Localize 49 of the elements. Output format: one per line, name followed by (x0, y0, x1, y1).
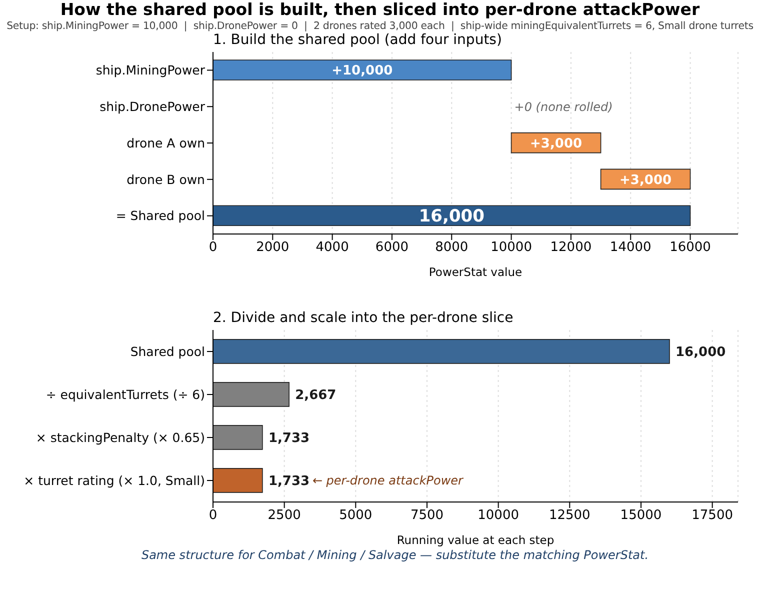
x-tick-label: 8000 (435, 240, 468, 256)
x-axis-title: PowerStat value (428, 265, 522, 279)
x-tick-label: 0 (208, 508, 218, 524)
x-tick-label: 6000 (375, 240, 409, 256)
data-label: +3,000 (620, 172, 672, 188)
text: Same structure for Combat / Mining / Salvage — substitute the matching PowerStat. (140, 548, 650, 562)
data-label: +10,000 (332, 64, 393, 79)
text: 1. Build the shared pool (add four inputs) (213, 32, 503, 48)
x-tick-label: 12500 (548, 508, 590, 524)
data-label: 1,733 (268, 474, 310, 490)
bar (213, 339, 670, 364)
bar (213, 382, 290, 407)
x-tick-label: 15000 (620, 508, 662, 524)
chart-title: 2. Divide and scale into the per-drone slice (213, 310, 514, 326)
bar (213, 60, 512, 80)
bar (213, 205, 691, 226)
x-tick-label: 17500 (692, 508, 733, 524)
x-tick-label: 4000 (316, 240, 349, 256)
y-tick-label: drone A own (126, 135, 205, 150)
chart-subtitle: Setup: ship.MiningPower = 10,000 | ship.DronePower = 0 | 2 drones rated 3,000 each | ship-wide miningEquivalentTurrets = 6, Small drone turrets (6, 21, 754, 32)
annotation: +0 (none rolled) (514, 100, 613, 114)
bar (213, 425, 263, 450)
y-tick-label: Shared pool (130, 344, 205, 359)
data-label: 2,667 (295, 388, 336, 404)
x-tick-label: 14000 (610, 240, 652, 256)
y-tick-label: ship.DronePower (100, 99, 206, 114)
x-tick-label: 2000 (256, 240, 290, 256)
x-tick-label: 12000 (550, 240, 592, 256)
y-tick-label: × stackingPenalty (× 0.65) (36, 430, 205, 445)
data-label: 16,000 (676, 345, 726, 360)
y-tick-label: ship.MiningPower (96, 62, 206, 78)
x-tick-label: 0 (208, 240, 218, 256)
x-tick-label: 7500 (410, 508, 444, 524)
data-label: +3,000 (530, 136, 582, 152)
x-tick-label: 10000 (478, 508, 520, 524)
x-tick-label: 2500 (268, 508, 301, 524)
x-tick-label: 5000 (339, 508, 372, 524)
x-tick-label: 10000 (490, 240, 532, 256)
y-tick-label: drone B own (126, 172, 205, 187)
bar (213, 468, 263, 493)
chart-title: How the shared pool is built, then sliced into per-drone attackPower (59, 0, 701, 19)
annotation: ← per-drone attackPower (312, 474, 464, 488)
y-tick-label: = Shared pool (116, 208, 205, 224)
x-tick-label: 16000 (670, 240, 711, 256)
data-label: 16,000 (418, 206, 485, 227)
y-tick-label: × turret rating (× 1.0, Small) (24, 472, 205, 488)
x-axis-title: Running value at each step (396, 533, 554, 547)
data-label: 1,733 (268, 431, 310, 446)
y-tick-label: ÷ equivalentTurrets (÷ 6) (46, 386, 205, 402)
